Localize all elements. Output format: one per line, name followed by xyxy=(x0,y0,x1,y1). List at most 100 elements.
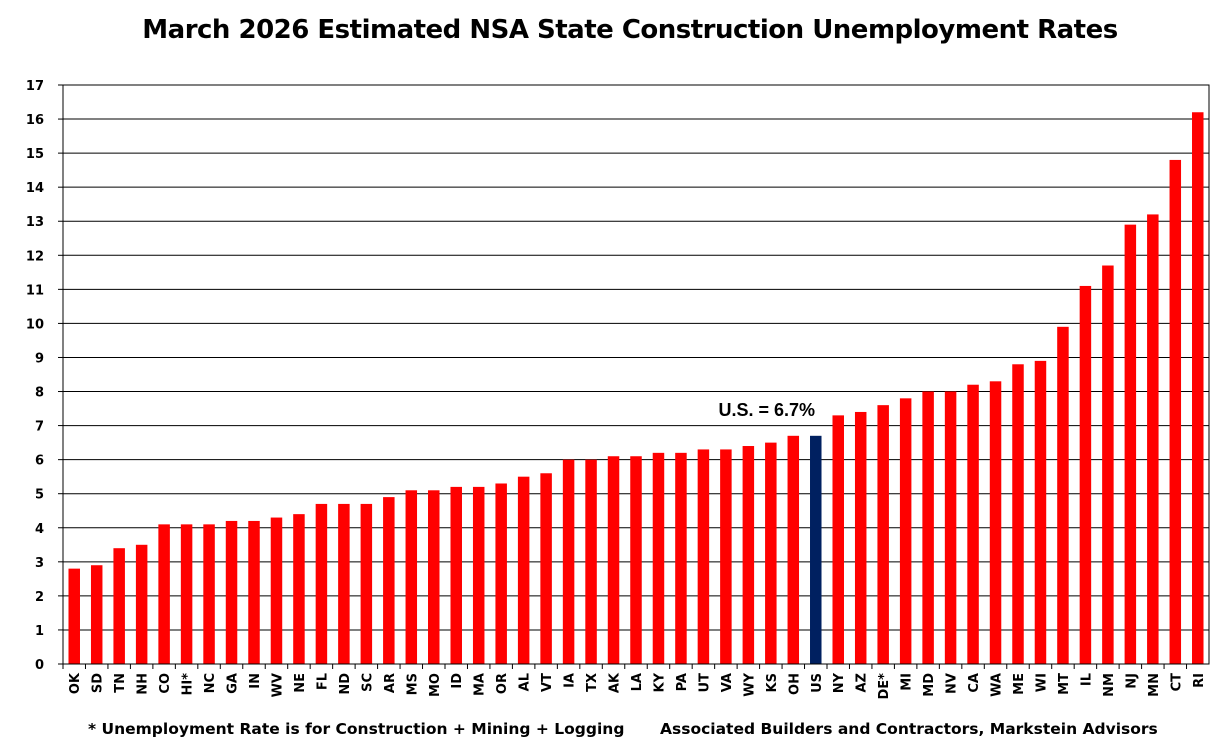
y-tick-label: 14 xyxy=(26,181,44,196)
bar xyxy=(832,415,844,664)
x-tick-label: NJ xyxy=(1124,673,1139,689)
x-tick-label: AZ xyxy=(855,673,870,693)
x-tick-label: WA xyxy=(990,673,1005,697)
x-tick-label: GA xyxy=(226,673,241,694)
x-tick-label: LA xyxy=(630,673,645,691)
bar xyxy=(1012,364,1024,664)
x-tick-label: MT xyxy=(1057,673,1072,695)
bar xyxy=(270,517,283,664)
x-tick-label: KS xyxy=(765,673,780,692)
bar xyxy=(585,459,597,664)
x-tick-label: AK xyxy=(608,672,623,693)
bar xyxy=(495,483,507,664)
bar xyxy=(922,391,934,664)
bar xyxy=(90,565,103,664)
bar xyxy=(675,452,687,664)
y-tick-label: 1 xyxy=(35,624,44,639)
x-tick-label: ND xyxy=(338,673,353,695)
y-tick-label: 4 xyxy=(35,522,44,537)
bar xyxy=(360,503,373,664)
bar xyxy=(652,452,665,664)
y-tick-label: 16 xyxy=(26,113,44,128)
bar xyxy=(1192,112,1204,664)
bar xyxy=(428,490,440,664)
y-tick-label: 7 xyxy=(35,420,44,435)
bar xyxy=(854,411,867,664)
y-tick-label: 9 xyxy=(35,351,44,366)
bar xyxy=(383,497,395,664)
x-tick-label: IA xyxy=(563,673,578,688)
y-tick-label: 6 xyxy=(35,454,44,469)
x-tick-label: CT xyxy=(1169,673,1184,692)
x-tick-label: WY xyxy=(742,672,757,696)
bar xyxy=(1034,360,1047,664)
bar xyxy=(1102,265,1114,664)
chart-title: March 2026 Estimated NSA State Construct… xyxy=(142,15,1118,45)
footnote-attribution: Associated Builders and Contractors, Mar… xyxy=(660,720,1158,738)
x-tick-label: OH xyxy=(787,673,802,695)
x-tick-label: CO xyxy=(158,673,173,694)
bar xyxy=(787,435,800,664)
bar xyxy=(1124,224,1137,664)
x-tick-label: DE* xyxy=(877,673,892,700)
x-tick-label: MI xyxy=(900,673,915,691)
x-tick-label: MS xyxy=(405,673,420,695)
bar xyxy=(944,391,957,664)
bar xyxy=(540,473,552,664)
x-tick-label: TN xyxy=(113,673,128,693)
x-tick-label: OK xyxy=(68,672,83,694)
bar xyxy=(113,548,125,664)
bar xyxy=(967,384,979,664)
y-tick-label: 10 xyxy=(26,317,44,332)
x-tick-label: PA xyxy=(675,673,690,691)
x-tick-labels: OK SD TN NH CO HI* NC GA IN WV NE FL ND SC AR MS MO ID MA O… xyxy=(68,672,1207,699)
bar-us-highlight xyxy=(810,435,822,664)
bar xyxy=(472,486,485,664)
x-tick-label: NC xyxy=(203,673,218,693)
bar xyxy=(450,486,462,664)
bar xyxy=(225,520,238,664)
bar xyxy=(1079,285,1092,664)
x-tick-label: KY xyxy=(652,672,667,692)
bar xyxy=(697,449,710,664)
x-tick-label: IN xyxy=(248,673,263,689)
bar xyxy=(765,442,777,664)
bar xyxy=(405,490,418,664)
bar xyxy=(293,514,305,664)
y-tick-label: 3 xyxy=(35,556,44,571)
x-tick-label: VA xyxy=(720,673,735,692)
bar xyxy=(203,524,215,664)
footnote-source-note: * Unemployment Rate is for Construction … xyxy=(88,720,625,738)
bar xyxy=(607,456,620,664)
bar xyxy=(248,520,260,664)
x-tick-label: MA xyxy=(473,673,488,696)
y-tick-label: 13 xyxy=(26,215,44,230)
x-tick-label: MD xyxy=(922,673,937,697)
bar xyxy=(517,476,530,664)
x-tick-label: MN xyxy=(1147,673,1162,697)
bar xyxy=(180,524,193,664)
x-tick-label: US xyxy=(810,673,825,693)
y-tick-label: 11 xyxy=(26,283,44,298)
x-tick-label: NH xyxy=(136,673,151,695)
x-tick-label: SC xyxy=(360,673,375,692)
x-tick-label: CA xyxy=(967,673,982,693)
x-tick-label: UT xyxy=(697,673,712,693)
axes xyxy=(58,84,1210,669)
bar xyxy=(68,568,80,664)
bar xyxy=(720,449,732,664)
x-tick-label: MO xyxy=(428,673,443,697)
x-tick-label: NM xyxy=(1102,673,1117,697)
y-tick-label: 8 xyxy=(35,386,44,401)
x-tick-label: ME xyxy=(1012,673,1027,695)
bar xyxy=(338,503,350,664)
x-tick-label: WV xyxy=(270,673,285,697)
bar xyxy=(1147,214,1159,665)
x-tick-label: FL xyxy=(315,673,330,690)
x-tick-label: WI xyxy=(1034,673,1049,692)
bar xyxy=(899,398,912,664)
y-tick-label: 0 xyxy=(35,658,44,673)
x-tick-label: RI xyxy=(1192,673,1207,688)
y-tick-label: 17 xyxy=(26,79,44,94)
